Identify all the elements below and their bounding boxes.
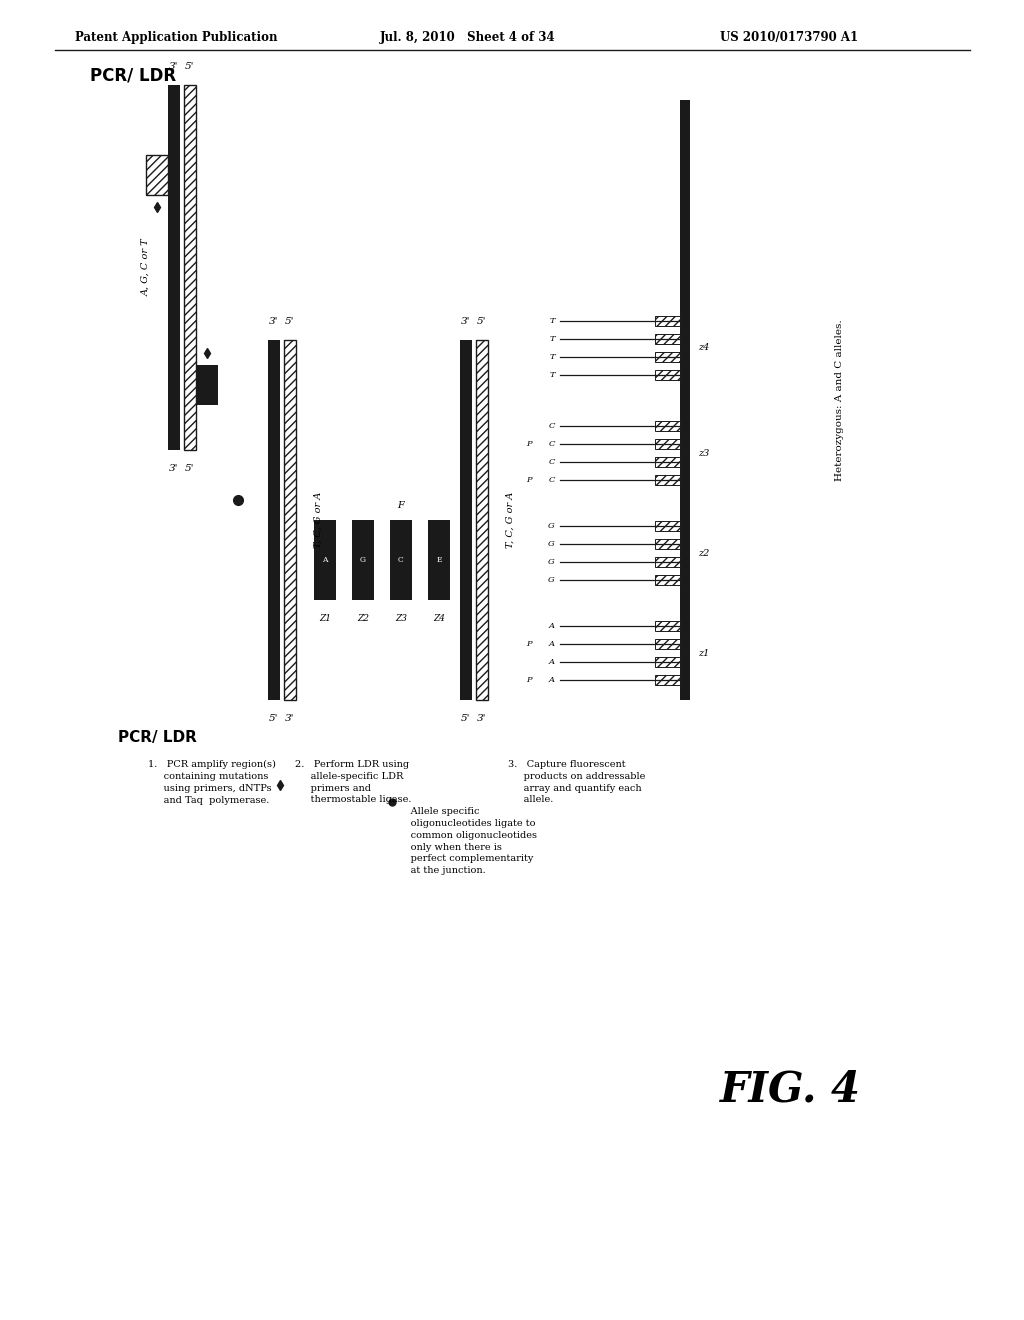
Text: 5': 5' bbox=[477, 317, 486, 326]
Bar bbox=[284, 341, 296, 700]
Text: FIG. 4: FIG. 4 bbox=[720, 1069, 860, 1111]
Bar bbox=[655, 539, 680, 549]
Text: C: C bbox=[549, 440, 555, 447]
Text: C: C bbox=[398, 556, 403, 564]
Text: Heterozygous: A and C alleles.: Heterozygous: A and C alleles. bbox=[836, 319, 845, 480]
Bar bbox=[352, 520, 374, 601]
Text: A: A bbox=[323, 556, 328, 564]
Text: P: P bbox=[526, 477, 532, 484]
Text: z2: z2 bbox=[698, 549, 710, 557]
Text: P: P bbox=[526, 640, 532, 648]
Bar bbox=[314, 520, 336, 601]
Text: A, G, C or T: A, G, C or T bbox=[141, 239, 151, 296]
Text: A: A bbox=[549, 676, 555, 684]
Bar bbox=[196, 366, 218, 405]
Bar bbox=[168, 84, 180, 450]
Text: Z3: Z3 bbox=[395, 614, 407, 623]
Bar bbox=[655, 315, 680, 326]
Text: 3': 3' bbox=[169, 465, 179, 473]
Text: 5': 5' bbox=[269, 714, 279, 723]
Text: 3': 3' bbox=[477, 714, 486, 723]
Bar bbox=[655, 370, 680, 380]
Text: Z2: Z2 bbox=[357, 614, 369, 623]
Text: A: A bbox=[549, 640, 555, 648]
Bar bbox=[655, 557, 680, 568]
Bar bbox=[655, 675, 680, 685]
Bar bbox=[655, 576, 680, 585]
Text: A: A bbox=[549, 622, 555, 630]
Text: A: A bbox=[549, 657, 555, 667]
Text: 3.   Capture fluorescent
     products on addressable
     array and quantify ea: 3. Capture fluorescent products on addre… bbox=[508, 760, 645, 804]
Bar bbox=[655, 475, 680, 484]
Text: US 2010/0173790 A1: US 2010/0173790 A1 bbox=[720, 30, 858, 44]
Bar bbox=[268, 341, 280, 700]
Text: T: T bbox=[549, 335, 555, 343]
Text: C: C bbox=[549, 422, 555, 430]
Text: T, C, G or A: T, C, G or A bbox=[506, 492, 514, 548]
Bar bbox=[655, 521, 680, 531]
Bar bbox=[655, 440, 680, 449]
Text: Patent Application Publication: Patent Application Publication bbox=[75, 30, 278, 44]
Text: G: G bbox=[548, 576, 555, 583]
Bar bbox=[428, 520, 450, 601]
Text: C: C bbox=[549, 477, 555, 484]
Bar bbox=[390, 520, 412, 601]
Bar bbox=[655, 352, 680, 362]
Text: z3: z3 bbox=[698, 449, 710, 458]
Bar bbox=[655, 639, 680, 649]
Text: 3': 3' bbox=[461, 317, 471, 326]
Text: Allele specific
     oligonucleotides ligate to
     common oligonucleotides
   : Allele specific oligonucleotides ligate … bbox=[395, 760, 537, 875]
Bar bbox=[146, 154, 168, 195]
Bar bbox=[655, 421, 680, 432]
Text: G: G bbox=[548, 521, 555, 531]
Text: P: P bbox=[526, 676, 532, 684]
Text: P: P bbox=[526, 440, 532, 447]
Bar bbox=[476, 341, 488, 700]
Text: Z4: Z4 bbox=[433, 614, 445, 623]
Bar bbox=[655, 657, 680, 667]
Text: 5': 5' bbox=[286, 317, 295, 326]
Text: z4: z4 bbox=[698, 343, 710, 352]
Text: 3': 3' bbox=[169, 62, 179, 71]
Text: z1: z1 bbox=[698, 648, 710, 657]
Text: G: G bbox=[360, 556, 366, 564]
Text: Jul. 8, 2010   Sheet 4 of 34: Jul. 8, 2010 Sheet 4 of 34 bbox=[380, 30, 556, 44]
Text: F: F bbox=[397, 502, 404, 510]
Bar bbox=[655, 334, 680, 345]
Text: PCR/ LDR: PCR/ LDR bbox=[118, 730, 197, 744]
Text: T: T bbox=[549, 371, 555, 379]
Text: PCR/ LDR: PCR/ LDR bbox=[90, 66, 176, 84]
Text: 3': 3' bbox=[269, 317, 279, 326]
Text: 5': 5' bbox=[185, 62, 195, 71]
Bar bbox=[655, 457, 680, 467]
Text: E: E bbox=[436, 556, 441, 564]
Text: G: G bbox=[548, 558, 555, 566]
Text: T: T bbox=[549, 352, 555, 360]
Text: 3': 3' bbox=[286, 714, 295, 723]
Text: G: G bbox=[548, 540, 555, 548]
Bar bbox=[655, 620, 680, 631]
Text: C: C bbox=[549, 458, 555, 466]
Text: 2.   Perform LDR using
     allele-specific LDR
     primers and
     thermostab: 2. Perform LDR using allele-specific LDR… bbox=[295, 760, 415, 804]
Bar bbox=[184, 84, 196, 450]
Bar bbox=[460, 341, 472, 700]
Text: T: T bbox=[549, 317, 555, 325]
Text: T, C, G or A: T, C, G or A bbox=[313, 492, 323, 548]
Text: 5': 5' bbox=[461, 714, 471, 723]
Text: 5': 5' bbox=[185, 465, 195, 473]
Text: Z1: Z1 bbox=[319, 614, 331, 623]
Text: 1.   PCR amplify region(s)
     containing mutations
     using primers, dNTPs
 : 1. PCR amplify region(s) containing muta… bbox=[148, 760, 275, 804]
Bar bbox=[680, 100, 690, 700]
